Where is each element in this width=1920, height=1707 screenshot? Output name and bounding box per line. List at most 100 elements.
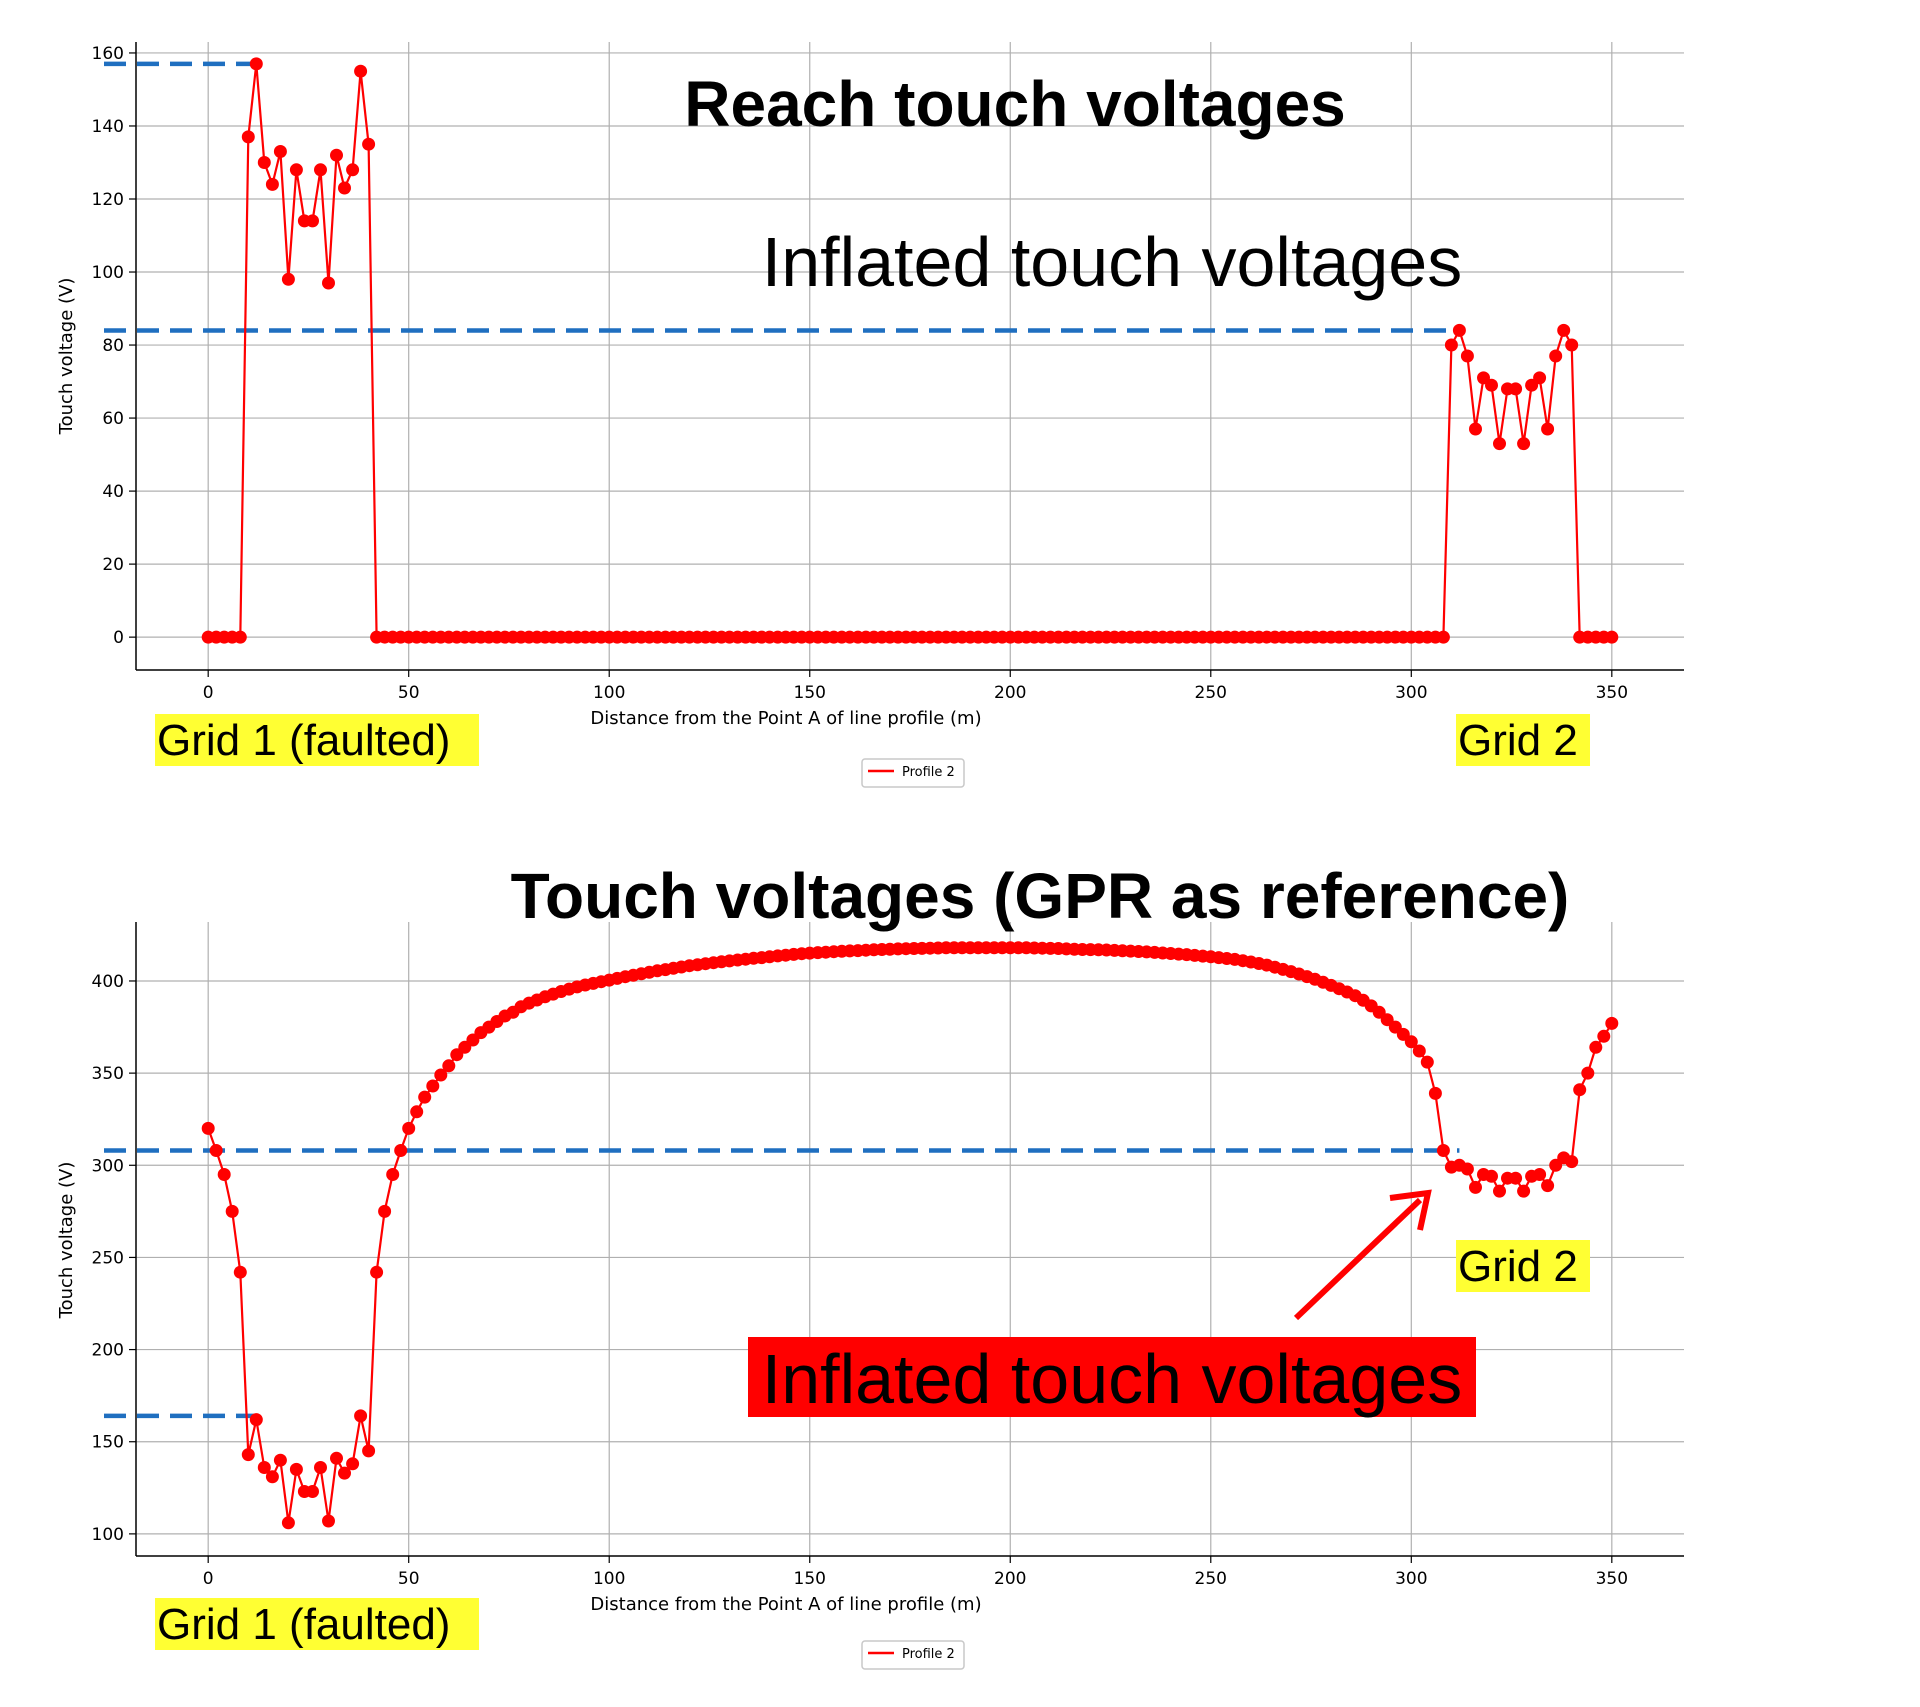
data-point (257, 156, 271, 169)
annotation-highlight (748, 1337, 1476, 1417)
y-axis-label: Touch voltage (V) (56, 1162, 77, 1320)
annotation-highlight (155, 1598, 479, 1650)
y-tick-labels: 100 150 200 250 300 350 400 (92, 972, 124, 1545)
data-point (314, 1461, 327, 1474)
annotation-highlight (155, 714, 479, 766)
data-point (1565, 1155, 1579, 1169)
data-point (273, 1453, 287, 1467)
data-point (306, 214, 319, 228)
annotation-highlight (1456, 1240, 1590, 1292)
series-profile-2 (201, 941, 1619, 1530)
x-tick-label: 300 (1395, 1569, 1427, 1589)
series-profile-2 (201, 57, 1619, 644)
data-point (1469, 422, 1482, 436)
chart-title: Reach touch voltages (684, 68, 1346, 140)
y-tick-label: 20 (102, 555, 124, 575)
data-point (426, 1079, 440, 1093)
chart-touch-voltages-gpr-reference: 0 50 100 150 200 250 300 350 100 150 200 250 300 350… (56, 860, 1684, 1670)
data-point (1549, 349, 1563, 363)
x-tick-label: 200 (994, 683, 1026, 703)
data-point (1460, 349, 1474, 363)
x-tick-label: 50 (398, 683, 420, 703)
data-point (1452, 323, 1466, 337)
data-point (346, 163, 360, 177)
annotation-grid-1-faulted: Grid 1 (faulted) (157, 716, 450, 765)
legend: Profile 2 (861, 758, 965, 788)
grid-lines (136, 42, 1684, 670)
data-point (1605, 1016, 1619, 1030)
x-tick-labels: 0 50 100 150 200 250 300 350 (203, 683, 1628, 703)
data-point (233, 1265, 247, 1279)
y-tick-label: 200 (92, 1341, 124, 1361)
data-point (1541, 1179, 1555, 1193)
data-point (1573, 1083, 1587, 1097)
data-point (257, 1461, 271, 1474)
data-point (1517, 437, 1531, 451)
y-axis-label: Touch voltage (V) (56, 278, 77, 436)
data-point (265, 177, 279, 191)
data-point (330, 1451, 343, 1465)
data-point (338, 1466, 351, 1480)
x-tick-label: 100 (593, 683, 625, 703)
data-point (354, 64, 368, 78)
x-tick-label: 0 (203, 683, 214, 703)
y-tick-label: 60 (102, 409, 124, 429)
x-tick-label: 50 (398, 1569, 420, 1589)
x-tick-label: 350 (1596, 1569, 1628, 1589)
y-tick-label: 140 (92, 117, 124, 137)
data-point (1565, 338, 1579, 352)
annotation-inflated-touch-voltages: Inflated touch voltages (762, 1340, 1462, 1418)
annotation-grid-2: Grid 2 (1458, 1242, 1578, 1291)
x-tick-label: 0 (203, 1569, 214, 1589)
y-tick-label: 150 (92, 1433, 124, 1453)
annotation-arrow (1293, 1189, 1432, 1321)
data-point (1485, 1169, 1498, 1183)
x-axis-label: Distance from the Point A of line profil… (590, 1594, 981, 1615)
data-point (225, 1204, 239, 1218)
data-point (1420, 1055, 1434, 1069)
legend-box (861, 1640, 965, 1670)
data-point (362, 137, 376, 151)
data-point (378, 1204, 392, 1218)
axes (129, 42, 1684, 677)
data-point (434, 1068, 448, 1082)
y-tick-label: 100 (92, 1525, 124, 1545)
data-point (354, 1409, 368, 1423)
data-point (1589, 1040, 1603, 1054)
data-point (281, 1516, 295, 1530)
chart-title: Touch voltages (GPR as reference) (511, 860, 1570, 932)
data-point (217, 1168, 231, 1181)
data-point (1444, 338, 1458, 352)
data-point (265, 1470, 279, 1484)
data-point (338, 181, 351, 195)
data-point (322, 276, 335, 290)
data-point (289, 163, 303, 177)
legend: Profile 2 (861, 1640, 965, 1670)
data-point (233, 630, 247, 644)
data-point (209, 1144, 223, 1157)
data-point (442, 1059, 456, 1073)
axes (129, 922, 1684, 1563)
data-point (418, 1090, 432, 1104)
y-tick-label: 120 (92, 190, 124, 210)
y-tick-label: 160 (92, 44, 124, 64)
series-line (208, 62, 1612, 639)
data-point (1533, 371, 1547, 385)
y-tick-label: 400 (92, 972, 124, 992)
reference-lines (104, 61, 1460, 333)
data-point (289, 1462, 303, 1476)
data-point (314, 163, 327, 177)
data-point (1605, 630, 1619, 644)
y-tick-label: 40 (102, 482, 124, 502)
y-tick-labels: 0 20 40 60 80 100 120 140 160 (92, 44, 124, 648)
arrow-shaft (1293, 1197, 1423, 1321)
y-tick-label: 300 (92, 1156, 124, 1176)
x-tick-label: 350 (1596, 683, 1628, 703)
data-point (1404, 1035, 1418, 1049)
data-point (273, 145, 287, 158)
y-tick-label: 100 (92, 263, 124, 283)
x-tick-label: 250 (1195, 683, 1227, 703)
data-point (410, 1105, 424, 1119)
